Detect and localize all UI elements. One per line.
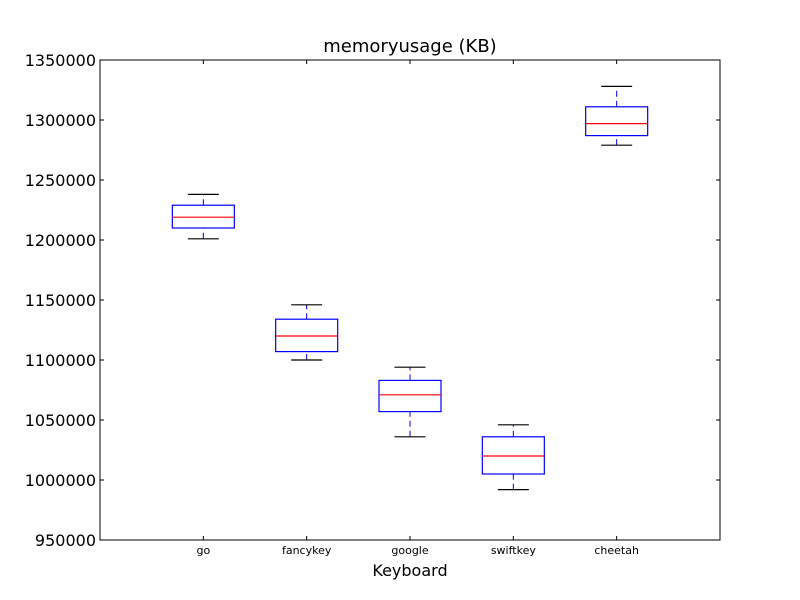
y-tick-label: 1050000 <box>25 411 96 430</box>
chart-title: memoryusage (KB) <box>323 36 496 57</box>
y-tick-label: 1300000 <box>25 111 96 130</box>
y-tick-label: 1100000 <box>25 351 96 370</box>
box-plot-go <box>171 193 235 240</box>
y-tick-label: 1200000 <box>25 231 96 250</box>
iqr-box <box>585 106 649 137</box>
x-axis: go fancykey google swiftkey cheetah <box>196 60 639 557</box>
iqr-box <box>378 379 442 413</box>
plot-area-frame <box>99 59 721 541</box>
y-axis: 950000 1000000 1050000 1100000 1150000 120000… <box>25 51 720 550</box>
x-tick-label: cheetah <box>594 544 639 557</box>
x-axis-label: Keyboard <box>372 561 447 580</box>
box-plot-fancykey <box>275 304 339 361</box>
y-tick-label: 1350000 <box>25 51 96 70</box>
box-plot-cheetah <box>585 85 649 146</box>
x-tick-label: go <box>196 544 210 557</box>
x-tick-label: google <box>391 544 428 557</box>
box-plots <box>171 85 649 491</box>
x-tick-label: swiftkey <box>491 544 537 557</box>
y-tick-label: 1250000 <box>25 171 96 190</box>
box-plot-google <box>378 366 442 438</box>
y-tick-label: 1000000 <box>25 471 96 490</box>
y-tick-label: 950000 <box>35 531 96 550</box>
y-tick-label: 1150000 <box>25 291 96 310</box>
x-tick-label: fancykey <box>282 544 332 557</box>
box-plot-swiftkey <box>481 424 545 491</box>
